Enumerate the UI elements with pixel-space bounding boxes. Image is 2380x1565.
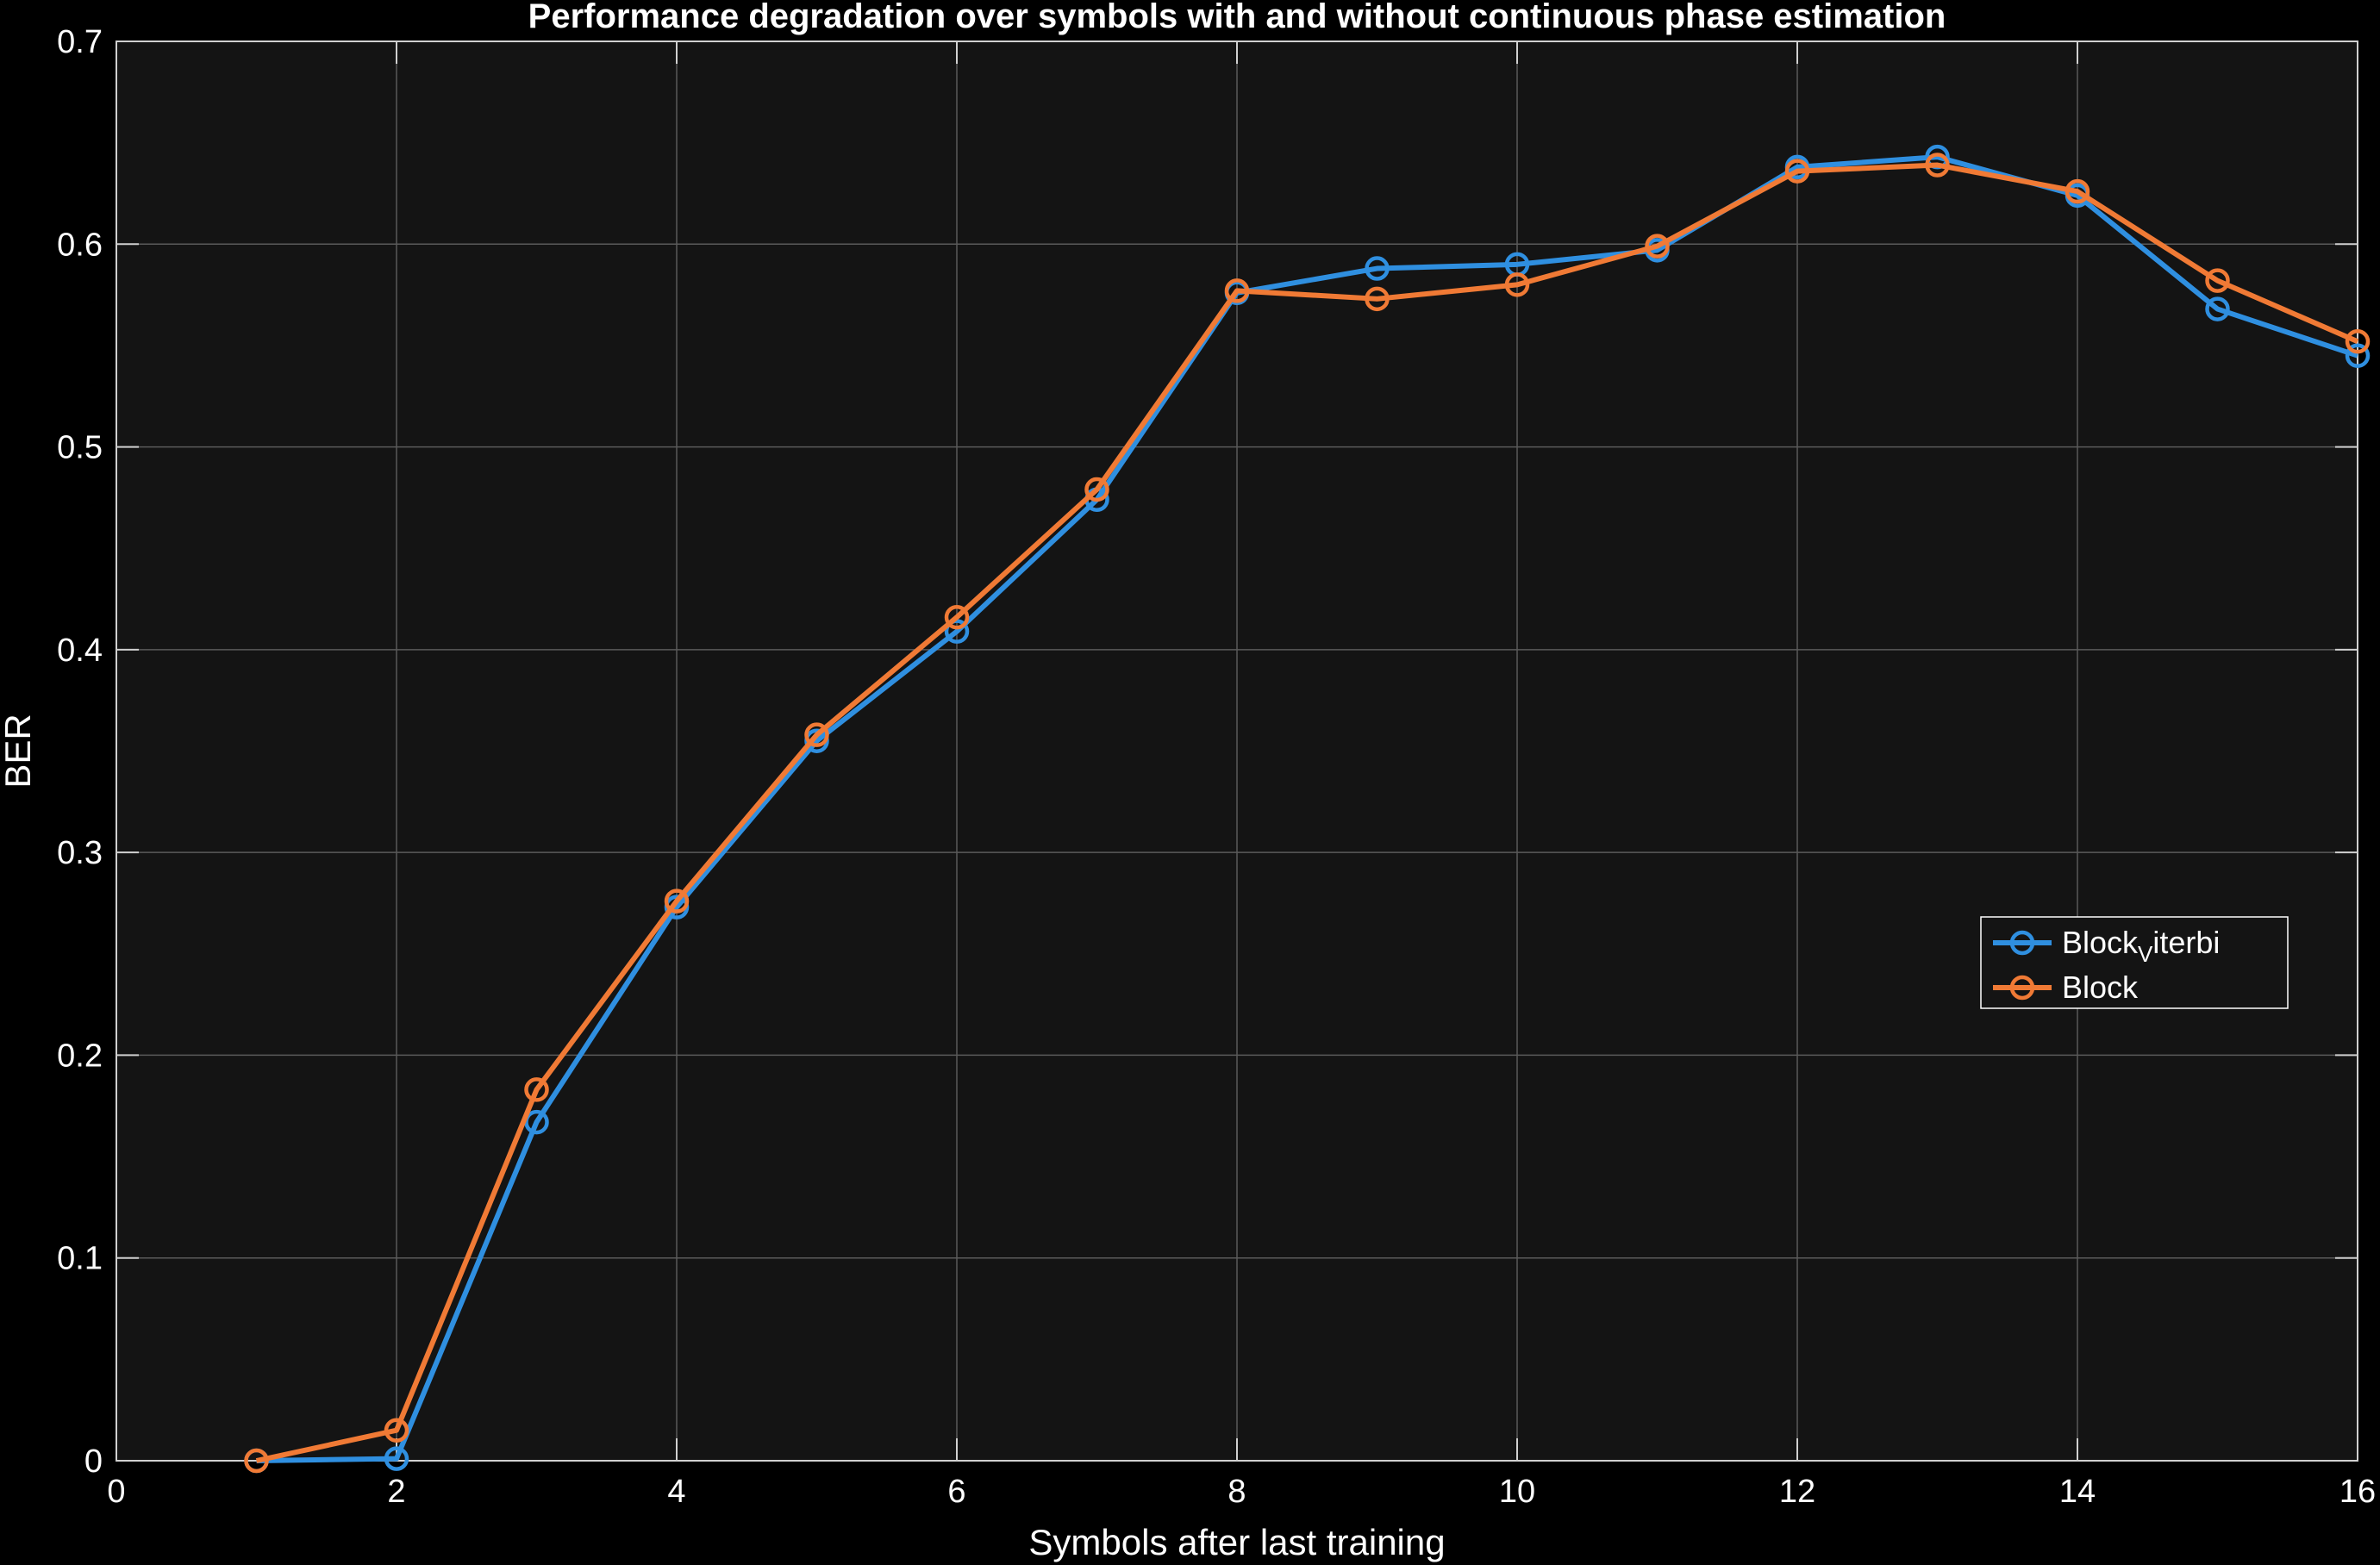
data-point xyxy=(1504,272,1530,297)
x-tick-label: 14 xyxy=(2059,1474,2096,1510)
legend-item: Block xyxy=(1993,970,2139,1005)
data-point xyxy=(384,1418,409,1443)
x-tick-label: 0 xyxy=(107,1474,125,1510)
y-tick-label: 0.4 xyxy=(57,633,103,669)
data-point xyxy=(1925,153,1950,178)
data-point xyxy=(2345,343,2371,368)
legend-marker xyxy=(2009,975,2035,1001)
x-tick-label: 2 xyxy=(387,1474,405,1510)
y-tick-label: 0.6 xyxy=(57,227,103,263)
x-tick-label: 6 xyxy=(947,1474,965,1510)
data-point xyxy=(2345,328,2371,354)
data-point xyxy=(1645,234,1670,259)
data-point xyxy=(1224,278,1250,303)
chart-title: Performance degradation over symbols wit… xyxy=(528,0,1946,35)
data-series xyxy=(244,144,2371,1474)
series-line xyxy=(255,162,2359,1463)
x-tick-label: 12 xyxy=(1779,1474,1815,1510)
x-axis-label: Symbols after last training xyxy=(1028,1522,1445,1562)
y-tick-label: 0.2 xyxy=(57,1038,103,1074)
x-tick-label: 10 xyxy=(1499,1474,1535,1510)
y-axis-label: BER xyxy=(0,714,38,788)
legend-label: Block xyxy=(2062,970,2139,1005)
data-point xyxy=(2065,178,2090,204)
data-point xyxy=(524,1077,549,1102)
y-tick-label: 0.1 xyxy=(57,1241,103,1277)
data-point xyxy=(1365,256,1390,281)
data-point xyxy=(524,1109,549,1135)
data-point xyxy=(1784,159,1810,184)
data-point xyxy=(664,888,690,913)
y-tick-label: 0.5 xyxy=(57,430,103,466)
x-tick-label: 8 xyxy=(1227,1474,1246,1510)
data-point xyxy=(944,604,970,630)
data-point xyxy=(244,1448,269,1474)
data-point xyxy=(1365,286,1390,312)
axes-box xyxy=(116,41,2358,1462)
axes: 0 2 4 6 8 10 12 14 16 0 0.1 0.2 0.3 0.4 0.5 0.6 0.7 xyxy=(57,24,2376,1510)
legend-marker xyxy=(2009,930,2035,956)
data-point xyxy=(804,722,829,747)
y-tick-label: 0 xyxy=(84,1443,103,1480)
y-tick-label: 0.7 xyxy=(57,24,103,60)
data-point xyxy=(384,1446,409,1471)
legend-item: BlockViterbi xyxy=(1993,925,2220,967)
y-tick-label: 0.3 xyxy=(57,835,103,871)
legend-label: BlockViterbi xyxy=(2062,925,2220,967)
series-block xyxy=(244,153,2371,1474)
x-tick-label: 16 xyxy=(2339,1474,2376,1510)
data-point xyxy=(2205,296,2230,321)
data-point xyxy=(944,619,970,644)
data-point xyxy=(1084,477,1109,502)
data-point xyxy=(2205,268,2230,293)
x-tick-label: 4 xyxy=(667,1474,685,1510)
